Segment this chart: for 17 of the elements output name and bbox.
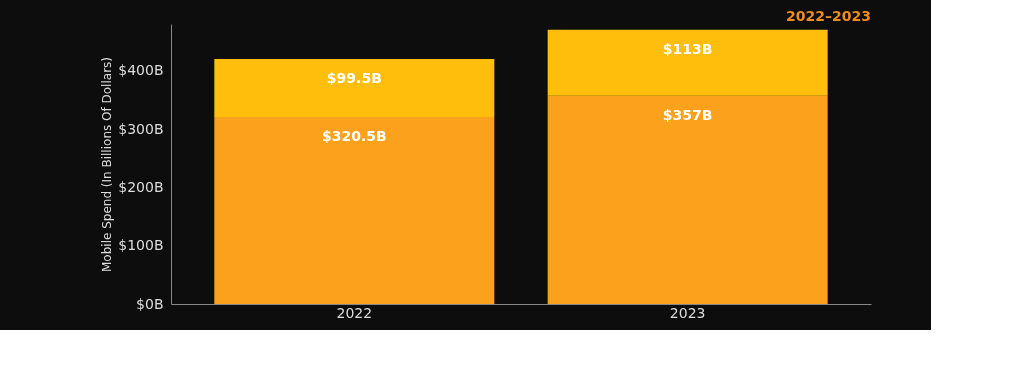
data-label: $99.5B bbox=[326, 70, 382, 86]
y-tick-label: $200B bbox=[118, 178, 164, 195]
bar bbox=[547, 95, 828, 304]
x-tick-label: 2022 bbox=[336, 304, 373, 321]
y-tick-label: $100B bbox=[118, 237, 164, 254]
data-label: $320.5B bbox=[321, 128, 387, 145]
y-axis-title: Mobile Spend (In Billions Of Dollars) bbox=[100, 56, 115, 273]
x-tick-label: 2023 bbox=[669, 304, 706, 321]
y-tick-label: $0B bbox=[136, 295, 164, 312]
bar bbox=[214, 59, 495, 118]
bar bbox=[547, 29, 828, 96]
data-label: $357B bbox=[662, 106, 713, 123]
y-tick-label: $400B bbox=[118, 62, 164, 79]
y-tick-label: $300B bbox=[118, 120, 164, 137]
chart-title: 2022–2023 bbox=[786, 8, 871, 24]
data-label: $113B bbox=[662, 40, 713, 57]
bar bbox=[214, 117, 495, 304]
